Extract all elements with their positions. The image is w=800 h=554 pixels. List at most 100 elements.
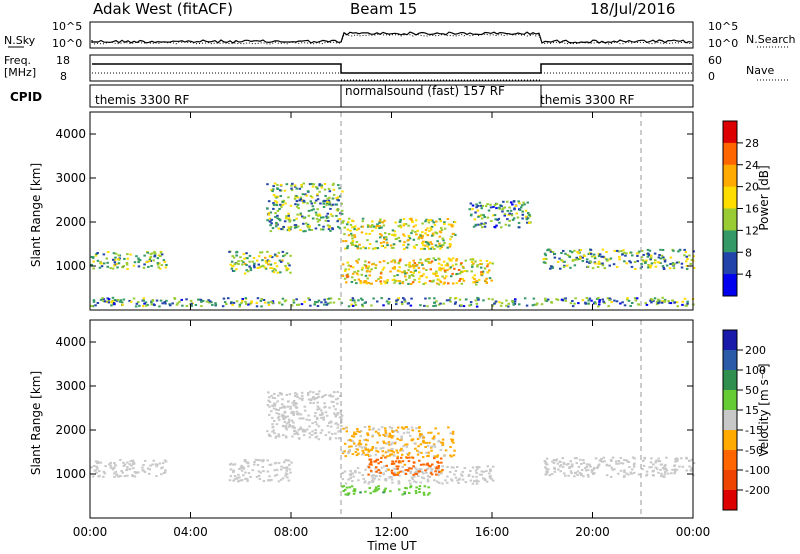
heatmap-cell <box>244 262 247 265</box>
heatmap-cell <box>545 258 548 260</box>
heatmap-cell <box>544 299 547 302</box>
heatmap-cell <box>149 255 153 258</box>
date-title: 18/Jul/2016 <box>590 0 675 18</box>
heatmap-cell <box>670 472 673 475</box>
heatmap-cell <box>235 268 238 271</box>
heatmap-cell <box>673 472 676 475</box>
heatmap-cell <box>372 225 376 228</box>
heatmap-cell <box>349 469 352 472</box>
heatmap-cell <box>424 244 427 247</box>
heatmap-cell <box>664 467 667 470</box>
heatmap-cell <box>343 470 347 473</box>
heatmap-cell <box>550 301 553 304</box>
heatmap-cell <box>110 304 113 307</box>
heatmap-cell <box>637 251 640 254</box>
heatmap-cell <box>429 261 432 264</box>
heatmap-cell <box>306 393 310 396</box>
heatmap-cell <box>354 471 357 474</box>
heatmap-cell <box>472 262 475 265</box>
heatmap-cell <box>292 425 295 428</box>
heatmap-cell <box>473 218 477 221</box>
heatmap-cell <box>418 451 421 454</box>
heatmap-cell <box>431 437 435 440</box>
heatmap-cell <box>625 262 628 265</box>
heatmap-cell <box>289 471 292 474</box>
heatmap-cell <box>439 247 442 250</box>
heatmap-cell <box>444 479 447 482</box>
heatmap-cell <box>324 394 327 396</box>
heatmap-cell <box>471 475 475 478</box>
heatmap-cell <box>623 459 626 461</box>
heatmap-cell <box>268 479 272 482</box>
heatmap-cell <box>351 480 354 482</box>
heatmap-cell <box>274 461 278 464</box>
heatmap-cell <box>661 265 665 268</box>
heatmap-cell <box>345 486 349 489</box>
heatmap-cell <box>409 472 412 474</box>
heatmap-cell <box>527 222 531 224</box>
heatmap-cell <box>418 434 422 437</box>
heatmap-cell <box>401 282 404 285</box>
heatmap-cell <box>422 273 425 276</box>
heatmap-cell <box>91 305 95 308</box>
heatmap-cell <box>356 270 360 273</box>
heatmap-cell <box>130 464 133 467</box>
heatmap-cell <box>257 470 261 473</box>
heatmap-cell <box>131 474 134 477</box>
heatmap-cell <box>291 426 295 429</box>
heatmap-cell <box>419 463 423 466</box>
heatmap-cell <box>295 200 299 203</box>
heatmap-cell <box>292 404 295 407</box>
heatmap-cell <box>336 209 340 212</box>
heatmap-cell <box>495 224 498 227</box>
heatmap-cell <box>477 298 480 301</box>
heatmap-cell <box>378 225 381 228</box>
heatmap-cell <box>378 434 381 437</box>
heatmap-cell <box>480 217 484 220</box>
heatmap-cell <box>673 468 676 471</box>
heatmap-cell <box>659 468 662 471</box>
heatmap-cell <box>446 269 449 272</box>
heatmap-cell <box>302 417 305 420</box>
heatmap-cell <box>308 225 311 228</box>
heatmap-cell <box>481 204 484 207</box>
heatmap-cell <box>408 237 412 240</box>
heatmap-cell <box>436 275 439 278</box>
heatmap-cell <box>641 468 644 471</box>
heatmap-cell <box>345 430 349 433</box>
heatmap-cell <box>268 217 272 220</box>
heatmap-cell <box>148 468 151 471</box>
heatmap-cell <box>545 457 549 460</box>
heatmap-cell <box>412 266 416 269</box>
heatmap-cell <box>269 435 272 438</box>
heatmap-cell <box>380 426 384 429</box>
heatmap-cell <box>622 249 625 252</box>
heatmap-cell <box>681 303 684 306</box>
heatmap-cell <box>396 467 399 470</box>
heatmap-cell <box>446 264 450 267</box>
colorbar-swatch <box>723 208 737 231</box>
heatmap-cell <box>290 412 293 415</box>
heatmap-cell <box>429 247 433 250</box>
heatmap-cell <box>284 459 287 462</box>
heatmap-cell <box>410 219 413 221</box>
heatmap-cell <box>122 464 126 467</box>
heatmap-cell <box>585 297 588 299</box>
heatmap-cell <box>266 207 269 210</box>
heatmap-cell <box>632 465 636 468</box>
heatmap-cell <box>248 254 252 257</box>
heatmap-cell <box>296 303 299 306</box>
heatmap-cell <box>367 265 371 268</box>
heatmap-cell <box>298 437 301 440</box>
heatmap-cell <box>111 296 115 299</box>
heatmap-cell <box>364 443 368 446</box>
heatmap-cell <box>118 257 121 260</box>
heatmap-cell <box>550 265 553 268</box>
heatmap-cell <box>544 466 547 469</box>
x-tick-label: 04:00 <box>173 525 208 539</box>
heatmap-cell <box>403 270 406 273</box>
heatmap-cell <box>431 246 434 249</box>
heatmap-cell <box>349 223 353 226</box>
heatmap-cell <box>378 221 381 224</box>
heatmap-cell <box>242 261 245 264</box>
